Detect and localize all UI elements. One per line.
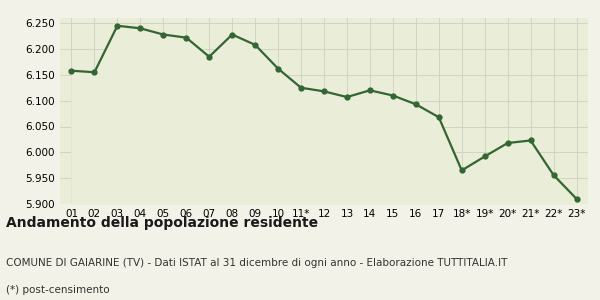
Text: Andamento della popolazione residente: Andamento della popolazione residente [6, 216, 318, 230]
Text: COMUNE DI GAIARINE (TV) - Dati ISTAT al 31 dicembre di ogni anno - Elaborazione : COMUNE DI GAIARINE (TV) - Dati ISTAT al … [6, 258, 508, 268]
Text: (*) post-censimento: (*) post-censimento [6, 285, 110, 295]
